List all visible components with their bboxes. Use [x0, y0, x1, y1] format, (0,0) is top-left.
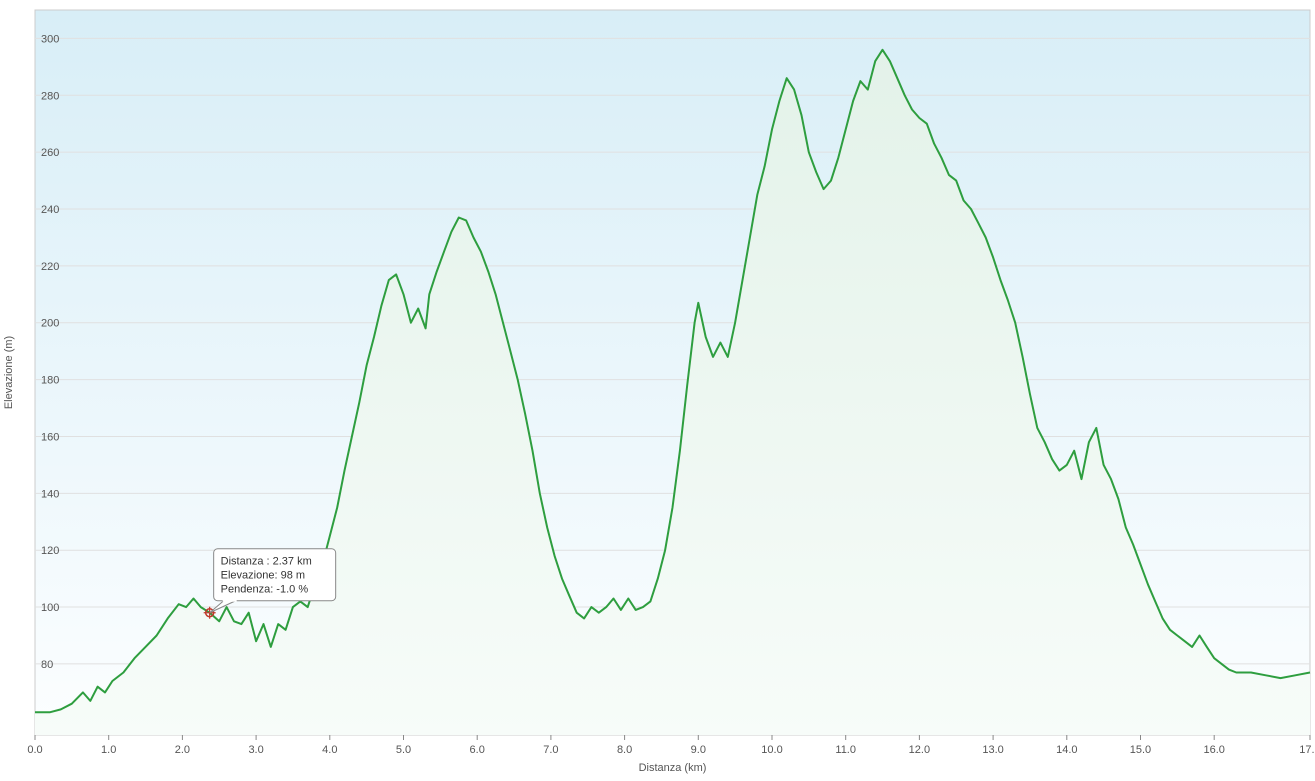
- y-tick-label: 100: [41, 602, 59, 614]
- y-tick-label: 260: [41, 147, 59, 159]
- y-tick-label: 140: [41, 488, 59, 500]
- x-tick-label: 3.0: [248, 744, 263, 756]
- x-axis-label: Distanza (km): [639, 762, 707, 774]
- y-tick-label: 280: [41, 90, 59, 102]
- y-tick-label: 80: [41, 659, 53, 671]
- y-tick-label: 220: [41, 261, 59, 273]
- y-tick-label: 300: [41, 33, 59, 45]
- x-tick-label: 11.0: [835, 744, 856, 756]
- y-axis-label: Elevazione (m): [3, 336, 15, 409]
- x-tick-label: 12.0: [909, 744, 930, 756]
- y-tick-label: 160: [41, 431, 59, 443]
- x-tick-label: 17.3: [1299, 744, 1315, 756]
- x-tick-label: 2.0: [175, 744, 190, 756]
- x-tick-label: 0.0: [27, 744, 42, 756]
- tooltip-line: Elevazione: 98 m: [221, 570, 305, 582]
- tooltip-line: Pendenza: -1.0 %: [221, 584, 309, 596]
- y-tick-label: 180: [41, 375, 59, 387]
- y-tick-label: 120: [41, 545, 59, 557]
- x-tick-label: 8.0: [617, 744, 632, 756]
- y-tick-label: 240: [41, 204, 59, 216]
- x-tick-label: 13.0: [982, 744, 1003, 756]
- x-tick-label: 15.0: [1130, 744, 1151, 756]
- x-tick-label: 1.0: [101, 744, 116, 756]
- x-tick-label: 9.0: [691, 744, 706, 756]
- x-tick-label: 14.0: [1056, 744, 1077, 756]
- x-tick-label: 6.0: [470, 744, 485, 756]
- y-tick-label: 200: [41, 318, 59, 330]
- x-tick-label: 4.0: [322, 744, 337, 756]
- elevation-chart: 60801001201401601802002202402602803000.0…: [0, 0, 1315, 781]
- x-tick-label: 5.0: [396, 744, 411, 756]
- chart-svg[interactable]: 60801001201401601802002202402602803000.0…: [0, 0, 1315, 781]
- x-tick-label: 10.0: [761, 744, 782, 756]
- tooltip-line: Distanza : 2.37 km: [221, 556, 312, 568]
- x-tick-label: 16.0: [1203, 744, 1224, 756]
- x-tick-label: 7.0: [543, 744, 558, 756]
